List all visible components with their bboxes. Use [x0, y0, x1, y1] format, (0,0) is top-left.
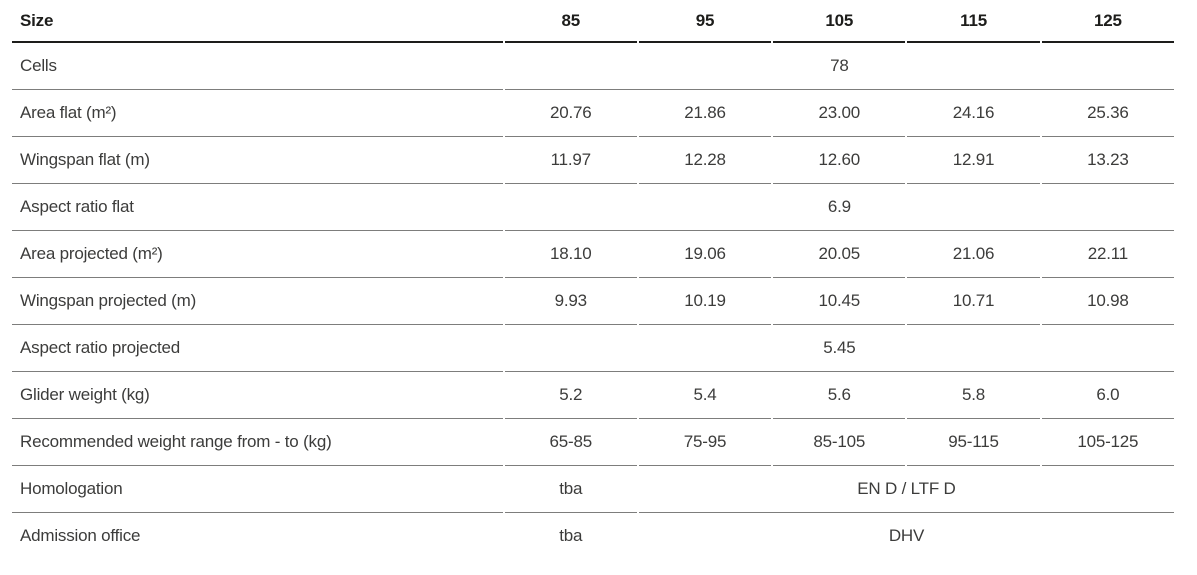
table-row-wingspan-flat: Wingspan flat (m) 11.97 12.28 12.60 12.9… [12, 137, 1174, 184]
cell-value: 11.97 [504, 137, 637, 184]
row-label: Glider weight (kg) [12, 372, 503, 419]
header-size-95: 95 [638, 0, 772, 43]
row-label: Cells [12, 43, 503, 90]
table-row-aspect-ratio-projected: Aspect ratio projected 5.45 [12, 325, 1174, 372]
table-row-cells: Cells 78 [12, 43, 1174, 90]
cell-value: 12.60 [773, 137, 906, 184]
row-label: Wingspan flat (m) [12, 137, 503, 184]
cell-value: tba [504, 466, 637, 513]
cell-value: 5.4 [638, 372, 772, 419]
cell-value: 5.45 [504, 325, 1174, 372]
table-row-weight-range: Recommended weight range from - to (kg) … [12, 419, 1174, 466]
cell-value: 10.45 [773, 278, 906, 325]
cell-value: 12.91 [907, 137, 1040, 184]
cell-value: 6.0 [1041, 372, 1174, 419]
row-label: Aspect ratio flat [12, 184, 503, 231]
spec-table: Size 85 95 105 115 125 Cells 78 Area fla… [10, 0, 1176, 559]
table-row-area-projected: Area projected (m²) 18.10 19.06 20.05 21… [12, 231, 1174, 278]
cell-value: 21.86 [638, 90, 772, 137]
table-row-wingspan-projected: Wingspan projected (m) 9.93 10.19 10.45 … [12, 278, 1174, 325]
cell-value: EN D / LTF D [638, 466, 1174, 513]
cell-value: 10.71 [907, 278, 1040, 325]
cell-value: 10.98 [1041, 278, 1174, 325]
cell-value: 9.93 [504, 278, 637, 325]
header-size-85: 85 [504, 0, 637, 43]
row-label: Aspect ratio projected [12, 325, 503, 372]
cell-value: 23.00 [773, 90, 906, 137]
cell-value: 13.23 [1041, 137, 1174, 184]
cell-value: 6.9 [504, 184, 1174, 231]
cell-value: 19.06 [638, 231, 772, 278]
table-row-area-flat: Area flat (m²) 20.76 21.86 23.00 24.16 2… [12, 90, 1174, 137]
cell-value: 105-125 [1041, 419, 1174, 466]
cell-value: 25.36 [1041, 90, 1174, 137]
table-row-homologation: Homologation tba EN D / LTF D [12, 466, 1174, 513]
header-size-105: 105 [773, 0, 906, 43]
header-row: Size 85 95 105 115 125 [12, 0, 1174, 43]
row-label: Recommended weight range from - to (kg) [12, 419, 503, 466]
cell-value: 78 [504, 43, 1174, 90]
cell-value: 95-115 [907, 419, 1040, 466]
cell-value: 85-105 [773, 419, 906, 466]
row-label: Area flat (m²) [12, 90, 503, 137]
cell-value: 20.05 [773, 231, 906, 278]
cell-value: 12.28 [638, 137, 772, 184]
cell-value: DHV [888, 526, 925, 545]
cell-value: 5.2 [504, 372, 637, 419]
cell-value: 75-95 [638, 419, 772, 466]
cell-value: 18.10 [504, 231, 637, 278]
cell-value: tba [559, 526, 583, 545]
table-row-aspect-ratio-flat: Aspect ratio flat 6.9 [12, 184, 1174, 231]
row-label: Admission office [20, 526, 141, 545]
row-label: Homologation [12, 466, 503, 513]
cell-value: 5.6 [773, 372, 906, 419]
header-size-125: 125 [1041, 0, 1174, 43]
cell-value: 65-85 [504, 419, 637, 466]
cell-value: 24.16 [907, 90, 1040, 137]
cell-value: 10.19 [638, 278, 772, 325]
cell-value: 20.76 [504, 90, 637, 137]
header-size-115: 115 [907, 0, 1040, 43]
cell-value: 22.11 [1041, 231, 1174, 278]
table-row-admission-office: Admission office tba DHV [12, 513, 1174, 559]
row-label: Area projected (m²) [12, 231, 503, 278]
table-row-glider-weight: Glider weight (kg) 5.2 5.4 5.6 5.8 6.0 [12, 372, 1174, 419]
cell-value: 5.8 [907, 372, 1040, 419]
header-size-label: Size [12, 0, 503, 43]
row-label: Wingspan projected (m) [12, 278, 503, 325]
cell-value: 21.06 [907, 231, 1040, 278]
